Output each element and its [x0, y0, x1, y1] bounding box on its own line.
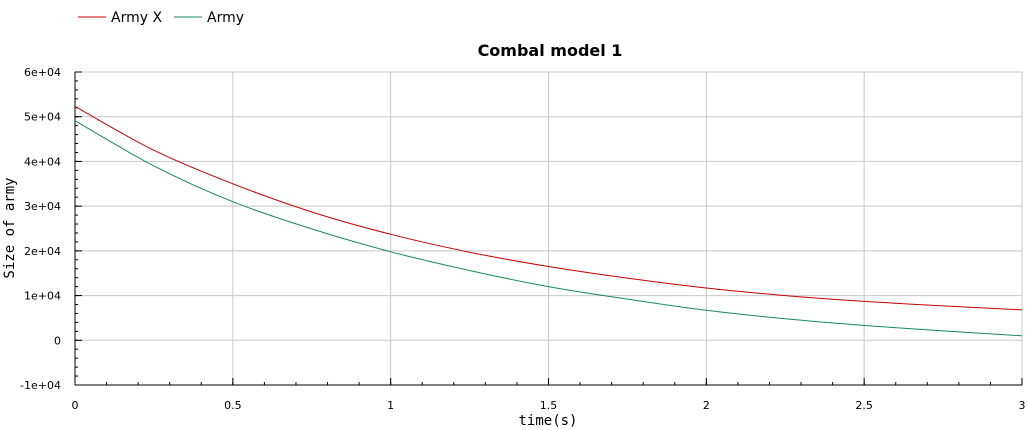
y-tick-label: -1e+04: [20, 379, 61, 392]
x-tick-label: 3: [1019, 399, 1026, 412]
y-axis-label: Size of army: [2, 177, 18, 278]
y-tick-label: 4e+04: [24, 155, 61, 168]
y-tick-label: 5e+04: [24, 111, 61, 124]
x-tick-label: 0.5: [224, 399, 242, 412]
y-tick-label: 0: [54, 334, 61, 347]
x-axis-ticks: 0 0.5 1 1.5 2 2.5 3: [72, 378, 1026, 412]
series-line-1: [74, 120, 1023, 337]
y-tick-label: 6e+04: [24, 66, 61, 79]
legend-label: Army: [207, 10, 244, 26]
series-line-0: [74, 105, 1023, 311]
x-tick-label: 2.5: [855, 399, 873, 412]
grid: [74, 71, 1023, 386]
series-lines: [74, 105, 1023, 337]
legend: Army X Army: [78, 10, 244, 26]
y-tick-label: 3e+04: [24, 200, 61, 213]
legend-label: Army X: [111, 10, 162, 26]
y-axis-ticks: -1e+04 0 1e+04 2e+04 3e+04 4e+04 5e+04 6e+04: [20, 66, 82, 392]
x-tick-label: 1: [387, 399, 394, 412]
x-tick-label: 2: [703, 399, 710, 412]
chart-title: Combal model 1: [478, 41, 623, 60]
x-tick-label: 1.5: [540, 399, 558, 412]
x-tick-label: 0: [72, 399, 79, 412]
y-tick-label: 2e+04: [24, 245, 61, 258]
x-axis-label: time(s): [518, 413, 577, 429]
y-tick-label: 1e+04: [24, 290, 61, 303]
